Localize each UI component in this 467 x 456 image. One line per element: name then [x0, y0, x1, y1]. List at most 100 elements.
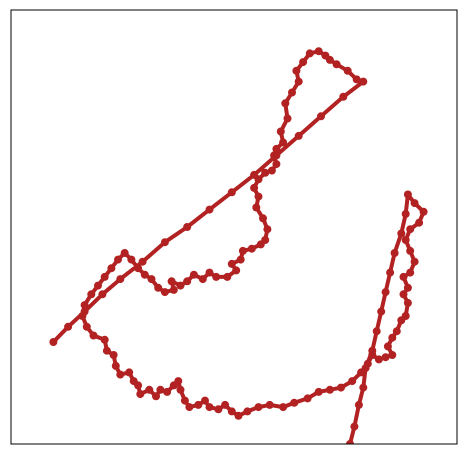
- data-point: [227, 188, 236, 197]
- data-point: [299, 58, 308, 67]
- data-point: [254, 192, 263, 201]
- data-point: [223, 272, 232, 281]
- data-point: [236, 255, 245, 264]
- data-point: [270, 151, 279, 160]
- data-point: [134, 264, 143, 273]
- data-point: [160, 238, 169, 247]
- data-point: [410, 199, 419, 208]
- data-point: [339, 92, 348, 101]
- data-point: [352, 75, 361, 84]
- data-point: [116, 275, 125, 284]
- data-point: [415, 218, 424, 227]
- data-point: [346, 440, 354, 444]
- data-point: [399, 290, 408, 299]
- data-point: [185, 403, 194, 412]
- data-point: [359, 77, 368, 86]
- data-point: [403, 283, 412, 292]
- data-point: [292, 66, 301, 75]
- data-point: [403, 298, 412, 307]
- data-point: [64, 322, 73, 331]
- data-point: [406, 225, 415, 234]
- data-point: [125, 368, 134, 377]
- data-point: [279, 138, 288, 147]
- data-point: [383, 342, 392, 351]
- plot-area: [49, 47, 428, 444]
- data-point: [147, 275, 156, 284]
- data-point: [419, 207, 428, 216]
- data-point: [109, 351, 118, 359]
- data-point: [174, 377, 183, 386]
- data-point: [160, 288, 169, 297]
- data-point: [276, 127, 285, 136]
- data-point: [261, 168, 270, 177]
- data-point: [359, 383, 368, 392]
- data-point: [169, 285, 178, 294]
- data-point: [283, 114, 292, 123]
- data-point: [314, 387, 323, 396]
- data-point: [337, 383, 345, 392]
- data-point: [272, 144, 281, 153]
- data-point: [252, 203, 261, 212]
- data-point: [198, 275, 207, 284]
- data-point: [49, 338, 58, 346]
- data-point: [279, 403, 288, 412]
- data-point: [180, 396, 189, 405]
- data-point: [381, 353, 390, 362]
- data-point: [321, 51, 330, 60]
- data-point: [254, 175, 263, 184]
- data-point: [80, 301, 89, 310]
- data-point: [232, 266, 241, 275]
- data-point: [120, 249, 129, 257]
- data-point: [201, 396, 209, 405]
- data-point: [263, 225, 272, 234]
- data-point: [354, 400, 363, 409]
- data-point: [317, 112, 325, 121]
- data-point: [189, 270, 198, 279]
- data-point: [87, 290, 96, 299]
- data-point: [388, 351, 397, 359]
- data-point: [227, 407, 236, 416]
- data-point: [294, 131, 303, 140]
- data-point: [205, 205, 214, 214]
- data-point: [107, 264, 116, 273]
- data-point: [361, 364, 370, 373]
- data-point: [254, 403, 263, 412]
- data-point: [272, 160, 281, 169]
- data-point: [140, 270, 149, 279]
- data-point: [145, 385, 154, 394]
- data-point: [163, 387, 172, 396]
- data-point: [100, 272, 109, 281]
- data-point: [397, 229, 406, 238]
- data-point: [154, 283, 163, 292]
- data-point: [325, 385, 334, 394]
- data-point: [259, 214, 267, 223]
- data-point: [194, 400, 203, 409]
- data-point: [111, 361, 120, 370]
- data-point: [343, 66, 352, 75]
- data-point: [234, 411, 243, 420]
- data-point: [392, 327, 401, 336]
- data-point: [303, 394, 312, 403]
- data-point: [294, 77, 303, 86]
- data-point: [238, 246, 247, 255]
- data-point: [372, 327, 381, 336]
- data-point: [399, 272, 408, 281]
- data-point: [348, 377, 357, 386]
- data-point: [82, 322, 91, 331]
- data-point: [403, 190, 412, 199]
- data-point: [136, 390, 145, 399]
- data-point: [156, 385, 165, 394]
- data-point: [221, 400, 230, 409]
- data-point: [406, 268, 415, 277]
- data-point: [290, 398, 299, 407]
- data-point: [401, 210, 410, 218]
- data-point: [401, 312, 410, 320]
- data-point: [116, 370, 125, 379]
- data-point: [212, 272, 221, 281]
- data-point: [281, 99, 290, 108]
- data-point: [247, 244, 256, 253]
- data-point: [127, 255, 136, 264]
- data-point: [401, 236, 410, 244]
